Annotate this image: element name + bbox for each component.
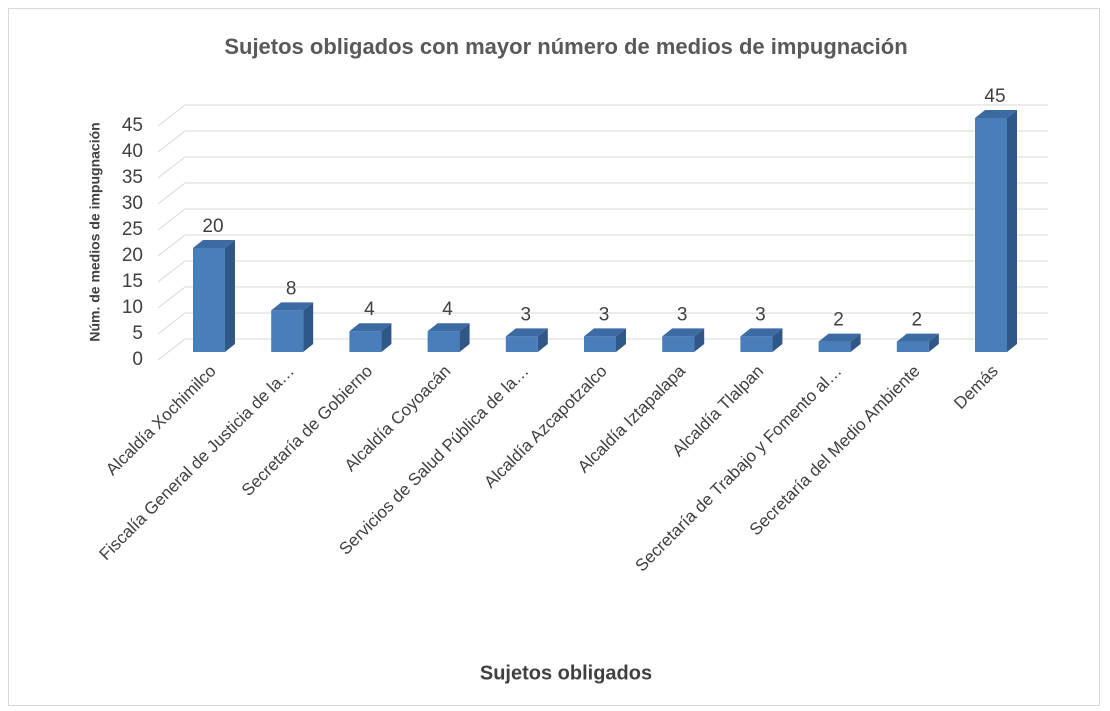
value-label: 45 <box>984 86 1005 107</box>
grid-line-side <box>157 286 186 309</box>
value-label: 3 <box>755 304 766 325</box>
bar-top <box>193 240 235 248</box>
grid-line-side <box>157 130 186 153</box>
bar-top <box>818 333 861 342</box>
bar-top <box>427 323 470 332</box>
y-tick-label: 25 <box>122 219 143 240</box>
bar-side <box>850 333 861 352</box>
grid-line-side <box>157 182 186 205</box>
value-label: 8 <box>286 278 297 299</box>
bar <box>818 341 851 352</box>
bar <box>740 336 773 352</box>
x-axis-title: Sujetos obligados <box>480 662 652 684</box>
bar <box>975 118 1007 352</box>
bar-side <box>381 323 392 352</box>
y-tick-label: 5 <box>132 323 143 344</box>
bar <box>584 336 616 352</box>
bar <box>662 336 695 352</box>
grid-line-side <box>157 156 186 179</box>
bar-side <box>772 328 783 352</box>
y-tick-label: 10 <box>122 297 143 318</box>
bar-top <box>349 323 392 332</box>
bar-top <box>896 333 939 342</box>
bar-top <box>740 328 783 337</box>
value-label: 3 <box>521 304 532 325</box>
bar-side <box>459 323 470 352</box>
y-tick-label: 35 <box>122 167 143 188</box>
value-label: 20 <box>202 216 223 237</box>
bar-side <box>616 328 626 352</box>
bar <box>193 248 225 352</box>
bar-top <box>505 328 548 337</box>
grid-line-side <box>157 208 186 231</box>
y-tick-label: 0 <box>132 349 143 370</box>
grid-line-side <box>157 312 186 335</box>
bar <box>349 331 382 352</box>
bar <box>505 336 538 352</box>
bar <box>427 331 460 352</box>
bar-side <box>928 333 939 352</box>
value-label: 4 <box>364 299 375 320</box>
bar-top <box>584 328 626 337</box>
grid-line-side <box>157 338 186 361</box>
value-label: 4 <box>442 299 453 320</box>
y-tick-label: 15 <box>122 271 143 292</box>
grid-line-side <box>157 104 186 127</box>
value-label: 2 <box>833 310 844 331</box>
value-label: 3 <box>677 304 688 325</box>
grid-line-side <box>157 234 186 257</box>
y-tick-label: 45 <box>122 115 143 136</box>
bar-side <box>1007 110 1017 352</box>
chart-title: Sujetos obligados con mayor número de me… <box>224 34 907 59</box>
y-tick-label: 20 <box>122 245 143 266</box>
bar-side <box>225 240 235 352</box>
chart-border <box>8 8 1100 706</box>
value-label: 3 <box>599 304 610 325</box>
bar <box>271 310 304 352</box>
bar <box>896 341 929 352</box>
bar-top <box>271 302 314 311</box>
bar-side <box>694 328 705 352</box>
y-tick-label: 30 <box>122 193 143 214</box>
value-label: 2 <box>912 310 923 331</box>
bar-side <box>303 302 314 352</box>
bar-top <box>662 328 705 337</box>
y-tick-label: 40 <box>122 141 143 162</box>
bar-side <box>537 328 548 352</box>
grid-line-side <box>157 260 186 283</box>
y-axis-title: Núm. de medios de impugnación <box>87 122 103 341</box>
bar-top <box>975 110 1017 118</box>
